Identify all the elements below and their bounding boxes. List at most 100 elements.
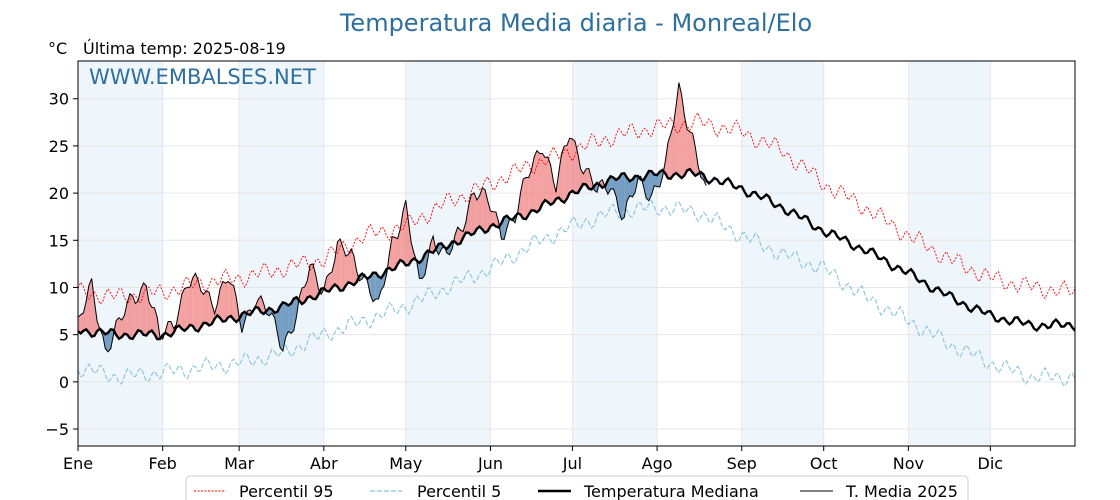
deviation-fill (326, 273, 330, 292)
deviation-fill (151, 307, 155, 335)
deviation-fill (419, 260, 423, 279)
deviation-fill (195, 273, 199, 332)
x-tick-label: Oct (810, 454, 838, 473)
deviation-fill (179, 294, 182, 329)
x-tick-label: May (389, 454, 422, 473)
deviation-fill (490, 211, 494, 227)
deviation-fill (389, 236, 393, 271)
deviation-fill (610, 176, 614, 190)
deviation-fill (525, 177, 529, 220)
y-unit-label: °C (48, 39, 67, 58)
deviation-fill (586, 168, 589, 189)
deviation-fill (539, 153, 543, 210)
deviation-fill (132, 296, 136, 339)
deviation-fill (408, 221, 412, 266)
deviation-fill (400, 211, 404, 262)
deviation-fill (665, 142, 669, 179)
deviation-fill (561, 146, 565, 203)
legend-p5-label: Percentil 5 (417, 482, 501, 500)
deviation-fill (220, 281, 223, 322)
plot-frame (77, 60, 1076, 447)
deviation-fill (135, 300, 139, 335)
deviation-fill (618, 173, 622, 220)
y-tick-label: 15 (49, 231, 69, 250)
series-line-percentil-95 (77, 112, 1076, 305)
deviation-fill (392, 236, 395, 271)
deviation-fill (108, 329, 111, 352)
deviation-fill (528, 170, 532, 215)
deviation-fill (430, 236, 434, 253)
deviation-fill (288, 303, 292, 334)
y-tick-label: 30 (49, 90, 69, 109)
deviation-fill (206, 290, 210, 326)
deviation-fill (340, 239, 343, 291)
deviation-fill (217, 289, 221, 318)
series-line-mediana (77, 167, 1076, 341)
deviation-fill (189, 278, 193, 326)
deviation-fill (687, 129, 690, 171)
x-tick-label: Jul (562, 454, 582, 473)
deviation-fill (569, 138, 573, 193)
deviation-fill (471, 192, 475, 235)
deviation-fill (681, 95, 685, 179)
deviation-fill (558, 153, 562, 201)
legend-t2025-label: T. Media 2025 (845, 482, 958, 500)
x-tick-label: Nov (893, 454, 924, 473)
deviation-fill (575, 141, 578, 194)
deviation-fill (547, 157, 551, 205)
month-stripes (78, 61, 991, 446)
deviation-fill (116, 317, 119, 339)
month-stripe (572, 61, 658, 446)
series-line-percentil-5 (77, 199, 1076, 388)
deviation-fill (118, 317, 122, 339)
deviation-fill (668, 134, 671, 179)
deviation-fill (627, 177, 630, 202)
deviation-fill (370, 272, 374, 302)
deviation-fill (293, 297, 297, 331)
series-line-t-media-2025 (77, 82, 707, 353)
deviation-fill (564, 145, 567, 203)
deviation-fill (373, 272, 376, 302)
x-tick-label: Mar (224, 454, 255, 473)
deviation-fill (222, 281, 226, 322)
deviation-fill (121, 315, 125, 338)
deviation-fill (127, 293, 130, 339)
deviation-fill (632, 175, 636, 198)
deviation-fill (577, 154, 581, 194)
deviation-fill (553, 180, 557, 204)
deviation-fill (403, 200, 406, 266)
deviation-fill (378, 276, 382, 299)
deviation-fill (474, 192, 477, 234)
deviation-fill (676, 82, 679, 176)
deviation-fill (550, 164, 554, 205)
deviation-fill (105, 332, 109, 352)
deviation-fill (646, 170, 649, 201)
x-tick-label: Dic (978, 454, 1004, 473)
series-lines (77, 82, 1076, 388)
deviation-fill (689, 132, 693, 173)
chart-title: Temperatura Media diaria - Monreal/Elo (339, 9, 812, 37)
deviation-fill (334, 241, 338, 287)
deviation-fill (545, 157, 548, 202)
deviation-fill (140, 282, 144, 335)
deviation-fill (149, 302, 152, 333)
deviation-fill (310, 263, 313, 299)
deviation-fill (307, 264, 311, 298)
x-axis-ticks: Ene Feb Mar Abr May Jun Jul Ago Sep Oct Nov Dic (63, 446, 1003, 473)
deviation-fill (225, 281, 229, 321)
deviation-fill (621, 173, 625, 220)
deviation-fill (88, 278, 92, 337)
deviation-fill (143, 282, 147, 336)
deviation-fill (457, 227, 461, 245)
deviation-fill (375, 272, 379, 300)
deviation-fill (228, 281, 231, 318)
deviation-fill (588, 168, 592, 190)
deviation-fill (572, 139, 576, 193)
deviation-fill (351, 249, 354, 286)
deviation-fill (616, 177, 619, 211)
deviation-fill (670, 124, 674, 179)
deviation-fill (301, 286, 305, 304)
month-stripe (741, 61, 824, 446)
deviation-fill (129, 293, 133, 339)
deviation-fill (233, 285, 237, 323)
